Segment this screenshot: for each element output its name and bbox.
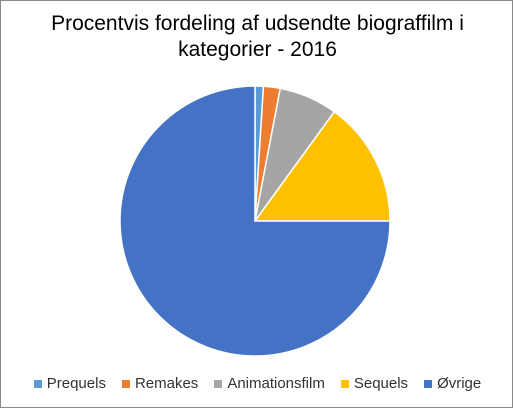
legend-label: Sequels bbox=[353, 375, 409, 392]
legend-item: Prequels bbox=[33, 375, 106, 392]
legend-swatch bbox=[340, 379, 349, 388]
legend-item: Øvrige bbox=[424, 375, 481, 392]
legend-item: Remakes bbox=[121, 375, 199, 392]
legend-swatch bbox=[424, 379, 433, 388]
legend-label: Prequels bbox=[46, 375, 106, 392]
chart-title: Procentvis fordeling af udsendte biograf… bbox=[51, 12, 464, 61]
legend-swatch bbox=[33, 379, 42, 388]
legend-label: Animationsfilm bbox=[227, 375, 325, 392]
legend-label: Øvrige bbox=[437, 375, 482, 392]
pie-slice bbox=[253, 110, 391, 222]
legend-swatch bbox=[121, 379, 130, 388]
pie-slice bbox=[119, 85, 391, 357]
legend: Prequels Remakes Animationsfilm Sequels Øvri… bbox=[1, 375, 512, 392]
legend-swatch bbox=[214, 379, 223, 388]
legend-item: Sequels bbox=[340, 375, 409, 392]
legend-item: Animationsfilm bbox=[214, 375, 325, 392]
legend-label: Remakes bbox=[134, 375, 199, 392]
